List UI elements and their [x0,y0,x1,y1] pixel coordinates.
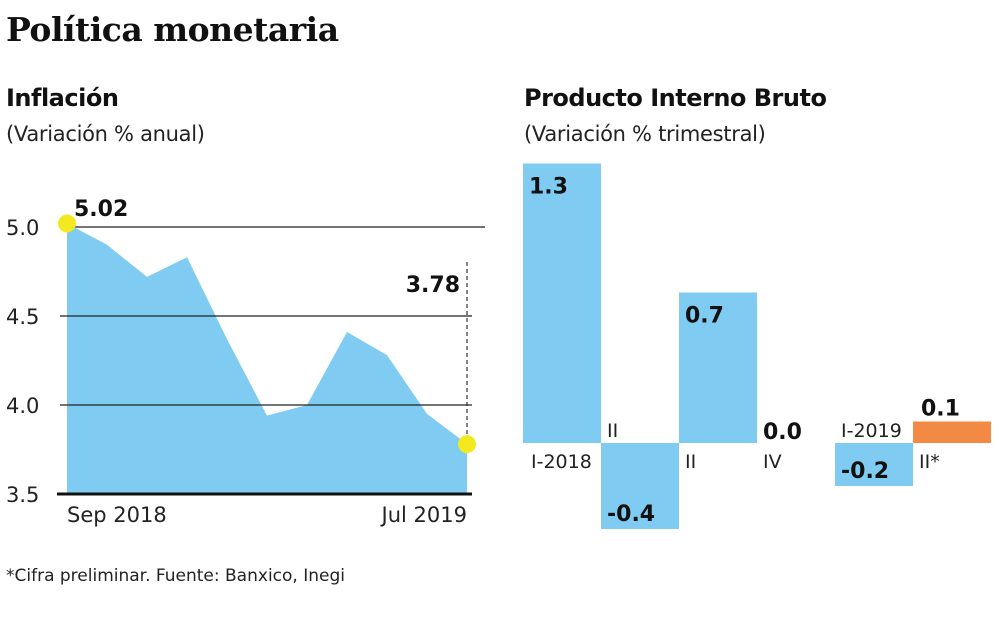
bar-category-label: I-2019 [841,420,902,442]
bar-category-label: II [685,451,696,473]
bar-value-label: 0.7 [685,304,724,329]
inflation-chart-title: Inflación [6,84,119,112]
y-tick-label: 3.5 [6,483,39,507]
bar-value-label: 1.3 [529,175,568,200]
marker-end [458,435,476,454]
bar [523,163,601,443]
y-tick-label: 5.0 [6,216,39,240]
inflation-area [67,223,467,494]
x-tick-label: Sep 2018 [67,503,167,527]
bar [679,292,757,443]
bar-value-label: 0.1 [921,397,960,422]
gdp-chart-title: Producto Interno Bruto [524,84,827,112]
bar-value-label: -0.2 [841,459,889,484]
footnote: *Cifra preliminar. Fuente: Banxico, Ineg… [6,566,345,586]
bar-category-label: II* [919,451,940,473]
bar [835,443,913,486]
data-label: 5.02 [74,197,128,222]
page-title: Política monetaria [6,10,339,49]
bar-category-label: IV [763,451,782,473]
gdp-chart-subtitle: (Variación % trimestral) [524,122,766,146]
bar [913,421,991,443]
marker-start [58,214,76,233]
bar-value-label: -0.4 [607,502,655,527]
y-tick-label: 4.0 [6,394,39,418]
x-tick-label: Jul 2019 [380,503,467,527]
bar-value-label: 0.0 [763,420,802,445]
inflation-chart-subtitle: (Variación % anual) [6,122,205,146]
bar-category-label: II [607,420,618,442]
data-label: 3.78 [406,273,460,298]
bar-category-label: I-2018 [531,451,592,473]
y-tick-label: 4.5 [6,305,39,329]
bar [601,443,679,529]
